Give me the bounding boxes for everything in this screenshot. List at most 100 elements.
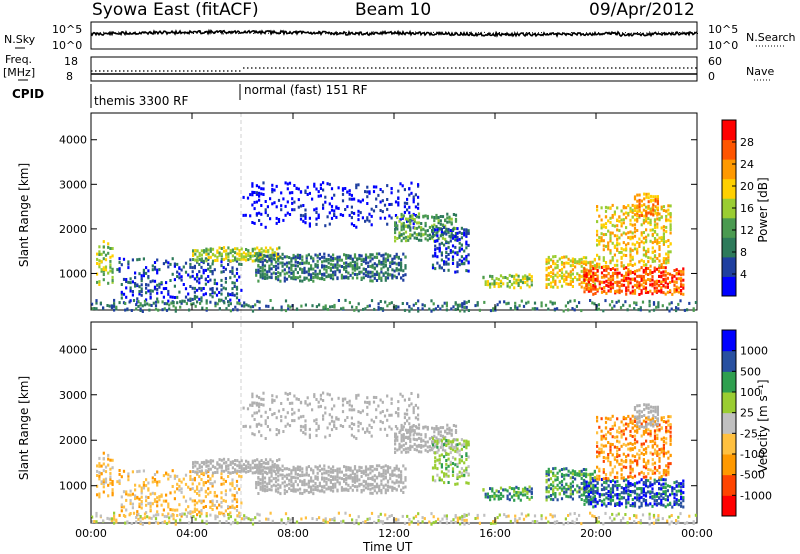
velocity-cell xyxy=(330,419,334,423)
velocity-cell xyxy=(667,419,670,423)
power-cell xyxy=(402,214,405,218)
velocity-cell xyxy=(664,505,667,509)
velocity-cell xyxy=(620,429,623,433)
velocity-cell xyxy=(332,475,335,479)
power-cell xyxy=(508,280,511,283)
power-cell xyxy=(590,287,593,291)
velocity-cell xyxy=(390,427,393,431)
velocity-cell xyxy=(497,494,500,498)
velocity-cell xyxy=(616,439,619,443)
velocity-cell xyxy=(302,425,305,429)
velocity-cell xyxy=(662,482,665,486)
velocity-cell xyxy=(629,441,632,445)
velocity-cell xyxy=(224,479,227,483)
power-cell xyxy=(247,258,250,262)
power-cell xyxy=(417,202,420,206)
velocity-cell xyxy=(294,469,297,473)
power-cell xyxy=(220,257,223,261)
power-cell xyxy=(196,273,199,277)
power-cell xyxy=(356,267,359,271)
power-cell xyxy=(390,191,393,195)
power-cell xyxy=(569,264,572,268)
velocity-cell xyxy=(658,471,661,475)
velocity-cell xyxy=(139,521,142,525)
velocity-cell xyxy=(620,473,623,477)
power-cell xyxy=(585,277,588,281)
power-cell xyxy=(264,200,267,203)
power-cell xyxy=(620,278,623,282)
velocity-cell xyxy=(640,487,643,490)
power-cell xyxy=(196,275,199,279)
velocity-cell xyxy=(187,511,190,515)
noise-search-trace xyxy=(91,31,698,35)
velocity-cell xyxy=(399,429,402,433)
power-cell xyxy=(290,259,293,263)
power-cell xyxy=(660,207,663,211)
power-cell xyxy=(644,279,648,283)
velocity-cell xyxy=(304,426,307,430)
velocity-cell xyxy=(569,476,572,480)
power-cell xyxy=(585,263,588,267)
power-cell xyxy=(409,236,412,240)
velocity-cell xyxy=(460,443,463,447)
power-cell xyxy=(596,243,599,247)
velocity-cell xyxy=(596,481,599,485)
power-cell xyxy=(571,260,574,264)
power-cell xyxy=(638,245,641,248)
velocity-cell xyxy=(255,403,258,407)
velocity-cell xyxy=(272,483,275,487)
power-cell xyxy=(258,219,261,222)
power-cell xyxy=(262,193,265,196)
power-cell xyxy=(270,272,273,276)
velocity-cell xyxy=(524,486,527,490)
velocity-cell xyxy=(257,492,260,495)
velocity-cell xyxy=(362,488,365,492)
power-cell xyxy=(513,281,516,285)
power-cell xyxy=(124,302,127,305)
velocity-cell xyxy=(286,422,289,426)
velocity-cell xyxy=(631,502,634,506)
power-cell xyxy=(189,258,192,262)
power-cell xyxy=(194,252,197,256)
velocity-cell xyxy=(222,457,226,461)
power-cell xyxy=(264,208,267,212)
velocity-cell xyxy=(560,468,564,471)
velocity-cell xyxy=(463,444,466,448)
power-cell xyxy=(273,251,276,255)
power-cell xyxy=(445,232,448,236)
velocity-cell xyxy=(304,419,307,423)
velocity-cell xyxy=(530,487,533,491)
power-cell xyxy=(647,247,650,251)
velocity-cell xyxy=(394,442,397,446)
velocity-cell xyxy=(592,486,595,490)
power-cell xyxy=(647,211,650,215)
power-cell xyxy=(467,231,470,235)
velocity-cell xyxy=(448,431,451,435)
velocity-cell xyxy=(319,397,322,401)
velocity-cell xyxy=(607,459,610,463)
power-cell xyxy=(299,253,302,257)
velocity-cell xyxy=(148,516,151,520)
velocity-cell xyxy=(227,458,230,462)
velocity-cell xyxy=(198,482,201,486)
velocity-cell xyxy=(638,472,641,476)
power-cell xyxy=(271,187,274,191)
velocity-cell xyxy=(677,503,680,507)
power-cell xyxy=(149,292,152,296)
power-cell xyxy=(277,220,281,223)
power-cell xyxy=(640,204,643,208)
power-cell xyxy=(198,277,201,281)
power-cell xyxy=(266,270,269,274)
power-cell xyxy=(504,276,507,279)
velocity-cell xyxy=(609,499,612,503)
velocity-cell xyxy=(269,407,272,411)
velocity-cell xyxy=(444,449,447,453)
power-cell xyxy=(649,289,652,293)
velocity-cell xyxy=(604,473,608,476)
power-cell xyxy=(301,270,304,274)
power-cell xyxy=(465,246,468,250)
power-cell xyxy=(113,304,116,308)
velocity-cell xyxy=(680,489,683,493)
velocity-cell xyxy=(371,483,374,486)
power-cell xyxy=(438,227,441,231)
